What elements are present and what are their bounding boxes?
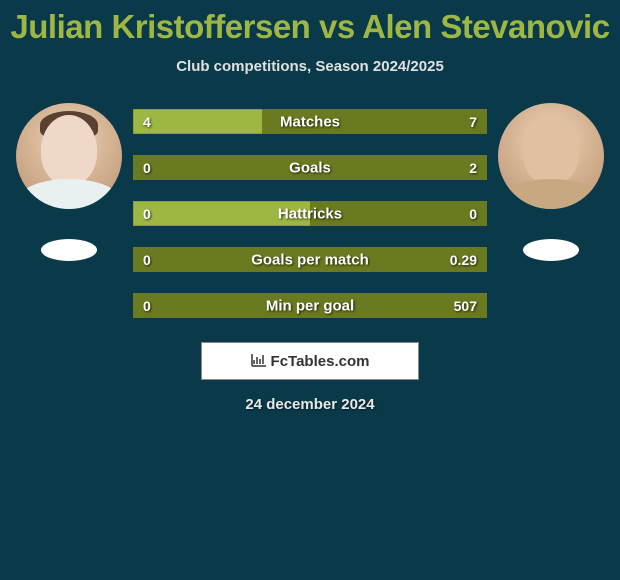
- bar-value-right: 2: [469, 160, 477, 176]
- attribution-text: FcTables.com: [271, 353, 370, 370]
- player-left-column: [15, 103, 123, 261]
- bar-label: Hattricks: [278, 205, 342, 222]
- bar-value-right: 0: [469, 206, 477, 222]
- player-left-flag: [41, 239, 97, 261]
- stat-bar-goals: 0 Goals 2: [133, 155, 487, 180]
- page-title: Julian Kristoffersen vs Alen Stevanovic: [10, 8, 610, 46]
- stats-bars: 4 Matches 7 0 Goals 2 0 Hattricks 0: [133, 103, 487, 318]
- bar-value-left: 4: [143, 114, 151, 130]
- bar-value-right: 0.29: [450, 252, 477, 268]
- subtitle: Club competitions, Season 2024/2025: [10, 58, 610, 75]
- main-container: Julian Kristoffersen vs Alen Stevanovic …: [0, 0, 620, 421]
- bar-value-right: 7: [469, 114, 477, 130]
- bar-value-left: 0: [143, 160, 151, 176]
- bar-label: Matches: [280, 113, 340, 130]
- bar-value-left: 0: [143, 206, 151, 222]
- attribution-box: FcTables.com: [201, 342, 419, 380]
- bar-value-left: 0: [143, 252, 151, 268]
- stat-bar-goals-per-match: 0 Goals per match 0.29: [133, 247, 487, 272]
- bar-label: Min per goal: [266, 297, 354, 314]
- player-right-column: [497, 103, 605, 261]
- bar-value-right: 507: [454, 298, 477, 314]
- bar-label: Goals: [289, 159, 331, 176]
- bar-value-left: 0: [143, 298, 151, 314]
- player-right-flag: [523, 239, 579, 261]
- bar-label: Goals per match: [251, 251, 369, 268]
- stat-bar-hattricks: 0 Hattricks 0: [133, 201, 487, 226]
- player-left-avatar: [16, 103, 122, 209]
- comparison-row: 4 Matches 7 0 Goals 2 0 Hattricks 0: [10, 103, 610, 318]
- stat-bar-min-per-goal: 0 Min per goal 507: [133, 293, 487, 318]
- date-text: 24 december 2024: [10, 396, 610, 413]
- player-right-avatar: [498, 103, 604, 209]
- stat-bar-matches: 4 Matches 7: [133, 109, 487, 134]
- chart-icon: [251, 353, 267, 370]
